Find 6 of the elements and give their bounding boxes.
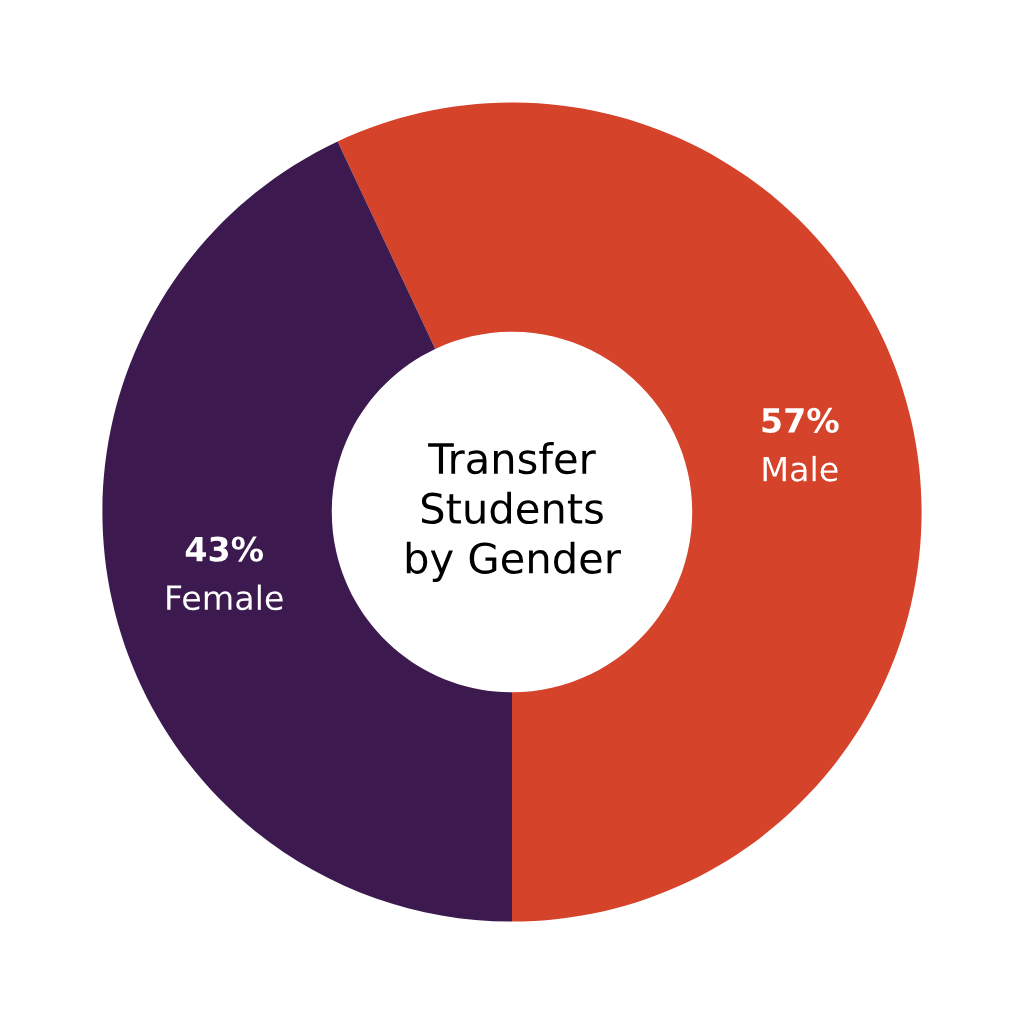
data-label: 43% bbox=[185, 536, 264, 562]
donut-slice bbox=[337, 102, 922, 922]
data-label: 57% bbox=[762, 407, 839, 434]
text: Transfer Students by Gender bbox=[406, 442, 621, 582]
slice-label: Female bbox=[167, 584, 283, 611]
slice-label: Male bbox=[763, 455, 838, 482]
